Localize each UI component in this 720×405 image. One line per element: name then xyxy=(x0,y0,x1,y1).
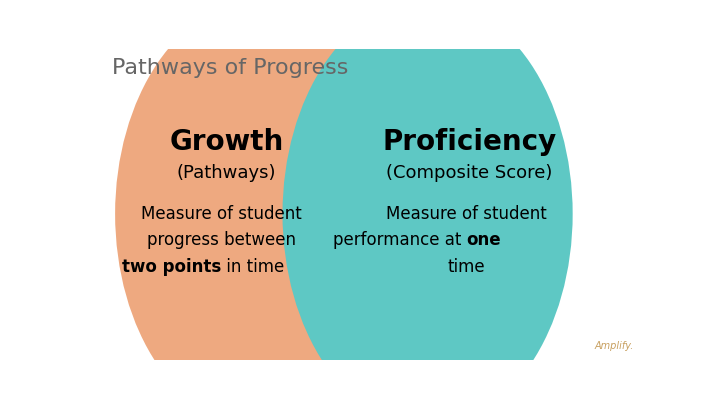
Ellipse shape xyxy=(115,0,405,405)
Text: two points: two points xyxy=(122,258,221,276)
Text: one: one xyxy=(467,231,501,249)
Text: in time: in time xyxy=(221,258,284,276)
Text: Amplify.: Amplify. xyxy=(595,341,634,351)
Text: performance at: performance at xyxy=(333,231,467,249)
Text: Growth: Growth xyxy=(170,128,284,156)
Ellipse shape xyxy=(282,0,572,405)
Text: Pathways of Progress: Pathways of Progress xyxy=(112,58,348,78)
Text: Proficiency: Proficiency xyxy=(382,128,557,156)
Text: Measure of student: Measure of student xyxy=(386,205,547,223)
Text: (Pathways): (Pathways) xyxy=(177,164,276,182)
Text: progress between: progress between xyxy=(147,231,296,249)
Text: time: time xyxy=(448,258,485,276)
Text: (Composite Score): (Composite Score) xyxy=(386,164,553,182)
Text: Measure of student: Measure of student xyxy=(140,205,302,223)
